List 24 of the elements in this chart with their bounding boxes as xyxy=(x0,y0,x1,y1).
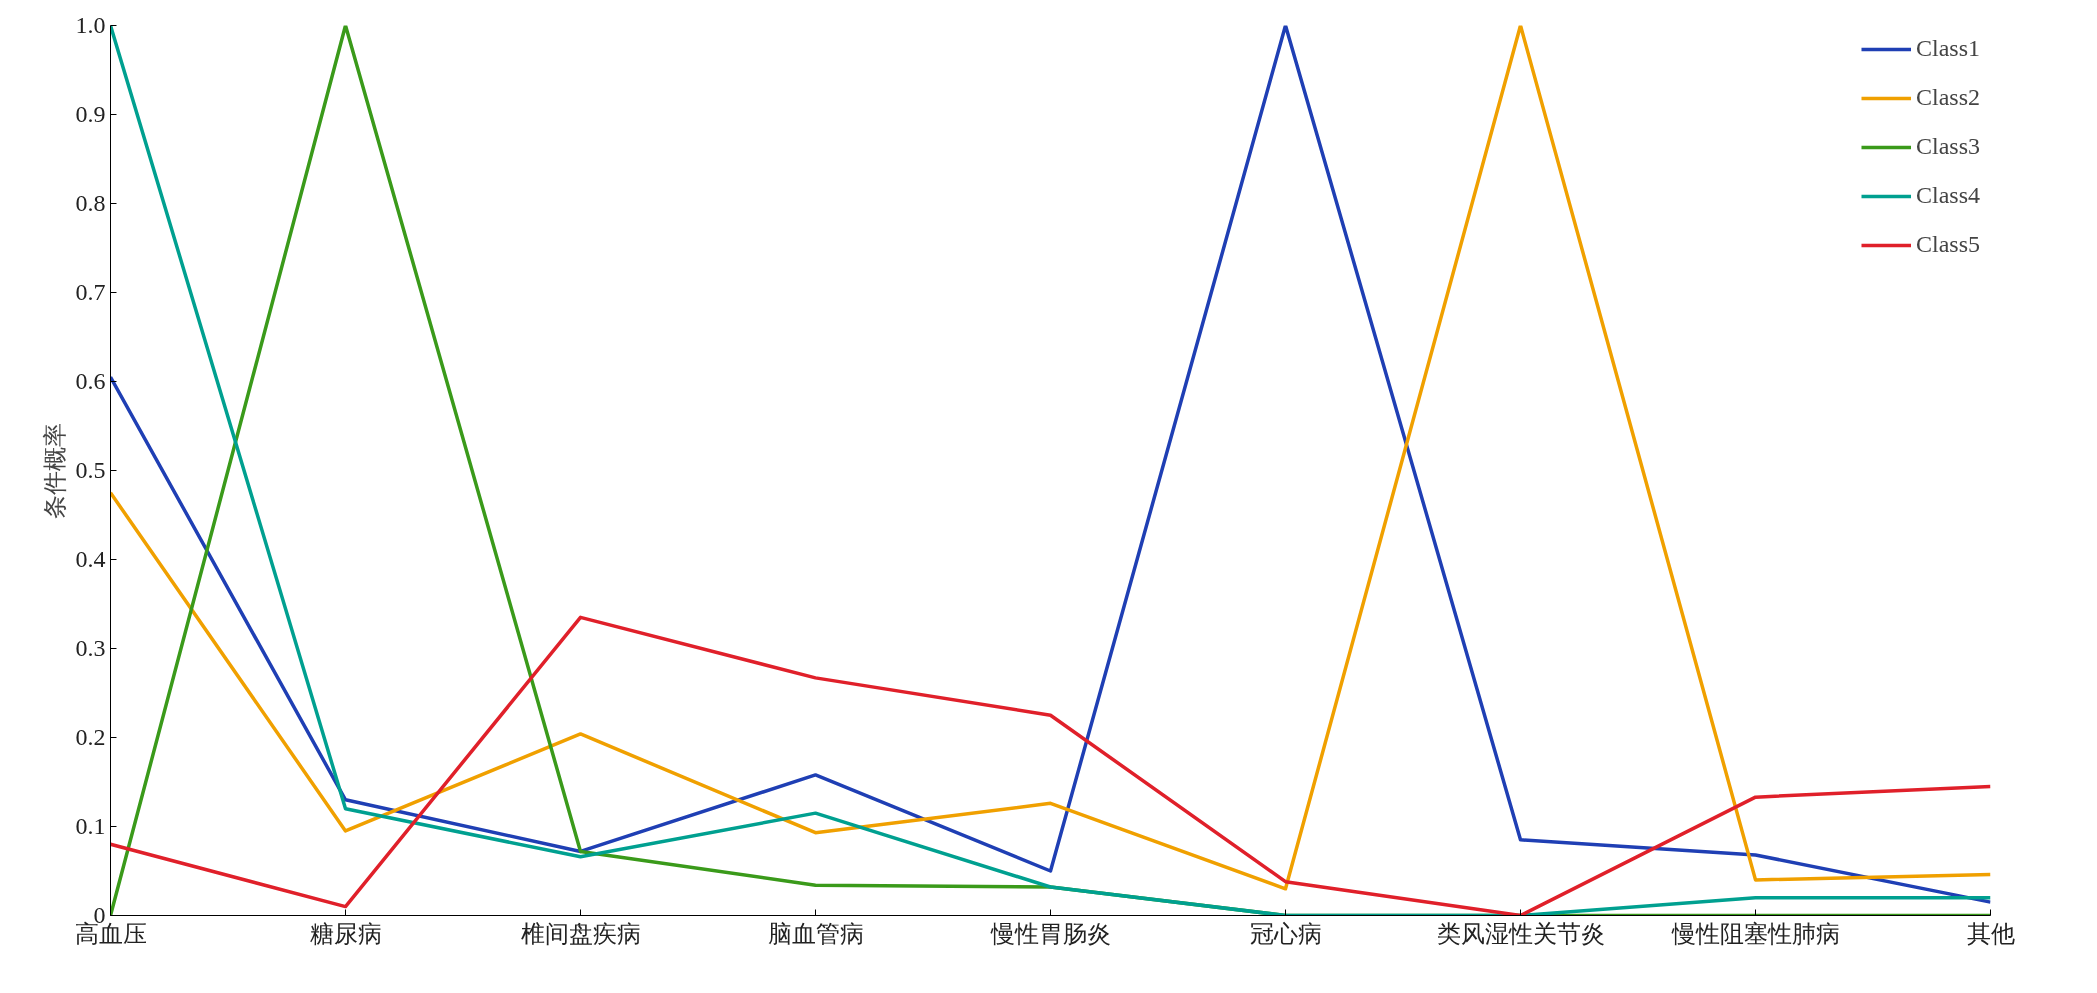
x-tick-label: 其他 xyxy=(1966,920,2015,947)
x-tick-label: 冠心病 xyxy=(1249,920,1322,947)
y-tick-label: 1.0 xyxy=(75,12,106,38)
legend-label: Class1 xyxy=(1915,35,1980,62)
legend-label: Class2 xyxy=(1915,84,1980,111)
y-tick-label: 0.8 xyxy=(75,190,106,216)
x-tick-label: 糖尿病 xyxy=(309,920,382,947)
y-tick-label: 0.2 xyxy=(75,724,106,750)
y-axis-title: 条件概率 xyxy=(41,422,68,519)
y-tick-label: 0.4 xyxy=(75,546,106,572)
y-tick-label: 0.7 xyxy=(75,279,106,305)
legend-label: Class4 xyxy=(1915,182,1980,209)
x-tick-label: 椎间盘疾病 xyxy=(520,920,641,947)
y-tick-label: 0.6 xyxy=(75,368,106,394)
x-tick-label: 脑血管病 xyxy=(767,920,864,947)
y-tick-label: 0.3 xyxy=(75,635,106,661)
y-tick-label: 0.1 xyxy=(75,813,106,839)
x-tick-label: 慢性胃肠炎 xyxy=(989,920,1111,947)
legend-label: Class5 xyxy=(1915,231,1980,258)
y-tick-label: 0.5 xyxy=(75,457,106,483)
legend-label: Class3 xyxy=(1915,133,1980,160)
y-tick-label: 0.9 xyxy=(75,101,106,127)
x-tick-label: 类风湿性关节炎 xyxy=(1436,920,1605,947)
x-tick-label: 慢性阻塞性肺病 xyxy=(1670,920,1840,947)
